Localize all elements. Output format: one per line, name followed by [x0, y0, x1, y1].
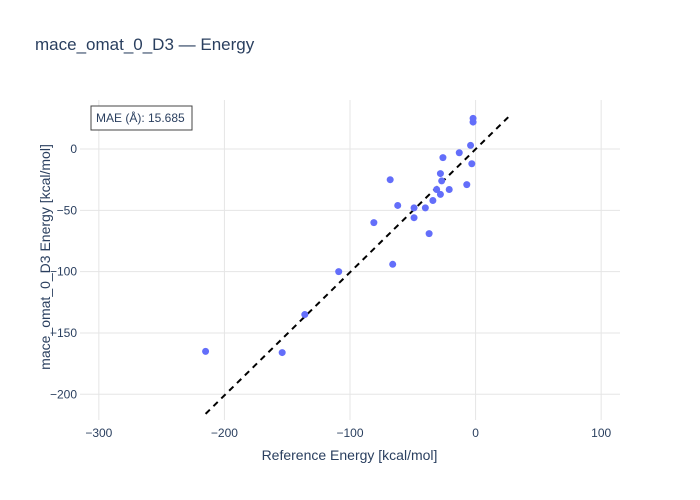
x-tick-label: −200 [211, 426, 238, 440]
reference-line [204, 116, 509, 415]
data-point [436, 170, 444, 178]
y-tick-label: −200 [50, 387, 77, 401]
y-tick-label: −100 [50, 265, 77, 279]
x-tick-label: −300 [85, 426, 112, 440]
mae-annotation: MAE (Å): 15.685 [90, 105, 193, 131]
y-tick-label: −150 [50, 326, 77, 340]
data-point [455, 149, 463, 157]
x-tick-label: 100 [591, 426, 611, 440]
data-point [410, 214, 418, 222]
data-point [468, 160, 476, 168]
data-point [301, 311, 309, 319]
reference-line-layer [204, 116, 509, 415]
data-point [335, 268, 343, 276]
data-point [467, 141, 475, 149]
data-point [421, 204, 429, 212]
data-point [410, 204, 418, 212]
y-tick-labels: −200 −150 −100 −50 0 [50, 142, 77, 401]
data-point [469, 114, 477, 122]
data-point [425, 230, 433, 238]
chart-title: mace_omat_0_D3 — Energy [35, 35, 255, 54]
data-point [429, 197, 437, 205]
data-points [202, 114, 477, 357]
data-point [436, 190, 444, 198]
y-axis-title: mace_omat_0_D3 Energy [kcal/mol] [37, 144, 53, 370]
data-point [278, 349, 286, 357]
data-point [439, 154, 447, 162]
data-point [202, 347, 210, 355]
y-tick-label: 0 [70, 142, 77, 156]
data-point [433, 186, 441, 194]
annotation-box [90, 105, 193, 131]
y-tick-label: −50 [57, 203, 78, 217]
x-tick-label: −100 [336, 426, 363, 440]
x-tick-labels: −300 −200 −100 0 100 [85, 426, 611, 440]
grid [80, 100, 620, 420]
data-point [386, 176, 394, 184]
data-point [370, 219, 378, 227]
x-axis-title: Reference Energy [kcal/mol] [262, 447, 438, 463]
x-tick-label: 0 [472, 426, 479, 440]
annotation-text: MAE (Å): 15.685 [96, 110, 185, 125]
data-point [438, 177, 446, 185]
data-point [394, 201, 402, 209]
data-point [463, 181, 471, 189]
data-point [445, 186, 453, 194]
data-point [389, 260, 397, 268]
